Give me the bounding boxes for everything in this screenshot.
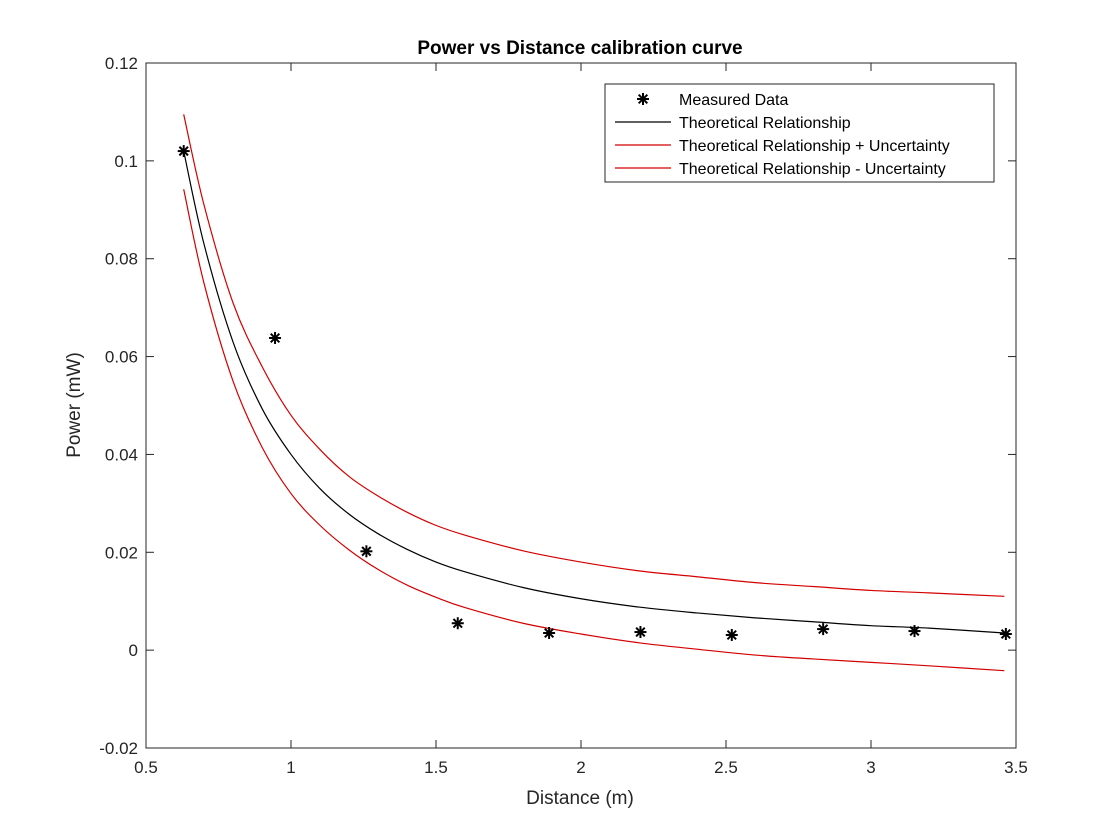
legend: Measured Data Theoretical Relationship The… [604,83,995,183]
x-tick-label: 2.5 [714,758,738,777]
measured-data-layer [177,145,1012,641]
measured-data-point [725,628,738,641]
legend-entry-theoretical-line: Theoretical Relationship [615,115,851,132]
x-tick-label: 3 [866,758,875,777]
x-tick-label: 1 [286,758,295,777]
theoretical-line [183,150,1005,634]
legend-label: Theoretical Relationship - Uncertainty [679,161,946,178]
legend-items: Measured Data Theoretical Relationship The… [615,92,950,178]
legend-entry-theoretical-plus-uncertainty-line: Theoretical Relationship + Uncertainty [615,138,950,155]
x-tick-label: 2 [576,758,585,777]
legend-box [604,83,995,183]
y-tick-label: 0.1 [114,152,138,171]
y-axis: -0.02 0 0.02 0.04 0.06 0.08 0.1 0.12 [99,54,1016,758]
y-tick-label: 0.12 [105,54,138,73]
measured-data-point [817,623,830,636]
measured-data-point [543,627,556,640]
y-tick-label: 0.02 [105,543,138,562]
measured-data-point [999,627,1012,640]
legend-marker [637,93,649,105]
measured-data-point [451,617,464,630]
theoretical-plus-uncertainty-line [183,114,1005,597]
legend-entry-theoretical-minus-uncertainty-line: Theoretical Relationship - Uncertainty [615,161,946,178]
y-tick-label: 0.06 [105,348,138,367]
legend-entry-measured-data: Measured Data [637,92,788,109]
measured-data-point [177,145,190,158]
y-axis-label: Power (mW) [64,352,85,458]
measured-data-point [269,331,282,344]
y-tick-label: 0.08 [105,250,138,269]
chart-title: Power vs Distance calibration curve [417,38,742,59]
y-tick-label: -0.02 [99,739,138,758]
legend-label: Theoretical Relationship + Uncertainty [679,138,950,155]
x-tick-label: 3.5 [1004,758,1028,777]
measured-data-point [634,626,647,639]
y-tick-label: 0.04 [105,445,138,464]
series-layer [183,114,1005,672]
x-tick-label: 0.5 [134,758,158,777]
legend-label: Theoretical Relationship [679,115,851,132]
legend-label: Measured Data [679,92,788,109]
theoretical-minus-uncertainty-line [183,189,1005,672]
y-tick-label: 0 [129,641,138,660]
x-axis-label: Distance (m) [526,788,634,809]
measured-data-point [908,625,921,638]
measured-data-point [360,545,373,558]
x-tick-label: 1.5 [424,758,448,777]
x-axis: 0.5 1 1.5 2 2.5 3 3.5 [134,63,1028,777]
